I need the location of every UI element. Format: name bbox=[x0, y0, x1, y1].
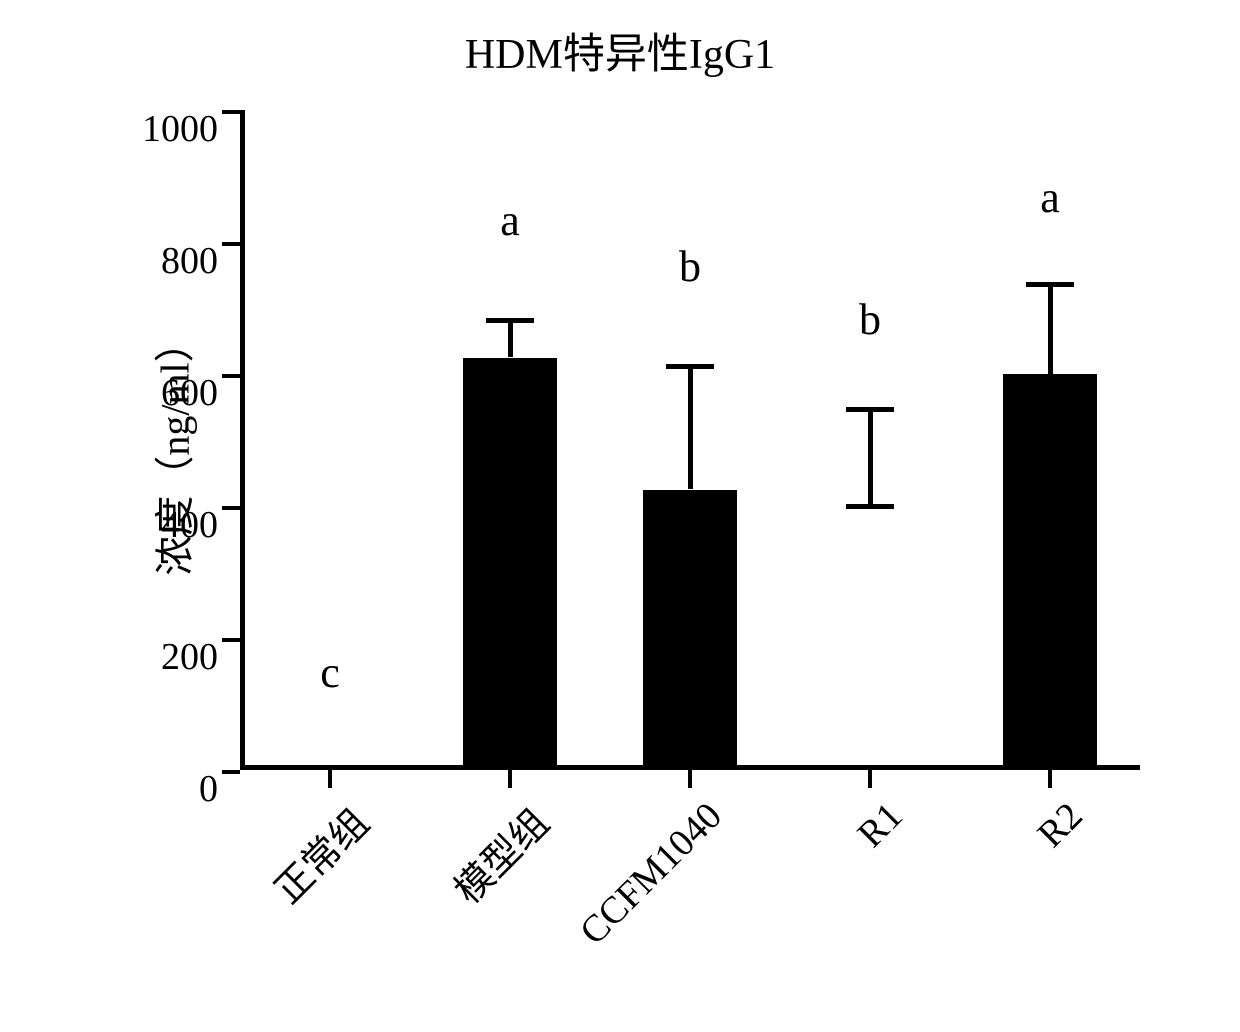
significance-letter: a bbox=[1040, 172, 1060, 223]
x-tick-label: R2 bbox=[1029, 794, 1091, 856]
x-tick-label: R1 bbox=[849, 794, 911, 856]
significance-letter: c bbox=[320, 647, 340, 698]
y-tick-mark bbox=[222, 638, 240, 642]
x-tick-mark bbox=[1048, 770, 1052, 788]
error-bar-cap bbox=[666, 364, 714, 369]
y-tick-label: 0 bbox=[199, 767, 218, 811]
y-tick-mark bbox=[222, 110, 240, 114]
error-bar-vertical bbox=[868, 407, 873, 509]
bar bbox=[283, 768, 377, 770]
x-tick-mark bbox=[508, 770, 512, 788]
error-bar-vertical bbox=[508, 318, 513, 358]
bar bbox=[643, 490, 737, 771]
x-tick-label: CCFM1040 bbox=[572, 794, 732, 954]
y-tick-label: 800 bbox=[161, 239, 218, 283]
y-axis-line bbox=[240, 110, 245, 770]
bar bbox=[1003, 374, 1097, 770]
x-tick-mark bbox=[868, 770, 872, 788]
chart-title: HDM特异性IgG1 bbox=[0, 20, 1240, 81]
bar bbox=[463, 358, 557, 771]
significance-letter: b bbox=[679, 241, 701, 292]
significance-letter: b bbox=[859, 294, 881, 345]
y-axis-label: 浓度（ng/ml） bbox=[143, 322, 201, 575]
y-tick-mark bbox=[222, 374, 240, 378]
error-bar-cap bbox=[846, 504, 894, 509]
x-tick-label: 模型组 bbox=[439, 794, 559, 914]
x-tick-label: 正常组 bbox=[259, 794, 379, 914]
error-bar-vertical bbox=[688, 364, 693, 489]
chart-container: HDM特异性IgG1 02004006008001000正常组c模型组aCCFM… bbox=[0, 0, 1240, 1032]
error-bar-vertical bbox=[1048, 282, 1053, 374]
x-tick-mark bbox=[328, 770, 332, 788]
y-tick-mark bbox=[222, 770, 240, 774]
y-tick-label: 1000 bbox=[142, 107, 218, 151]
error-bar-cap bbox=[846, 407, 894, 412]
plot-area: 02004006008001000正常组c模型组aCCFM1040bR1bR2a bbox=[240, 110, 1140, 770]
error-bar-cap bbox=[486, 318, 534, 323]
y-tick-mark bbox=[222, 242, 240, 246]
y-tick-label: 200 bbox=[161, 635, 218, 679]
error-bar-cap bbox=[1026, 282, 1074, 287]
x-tick-mark bbox=[688, 770, 692, 788]
significance-letter: a bbox=[500, 195, 520, 246]
y-tick-mark bbox=[222, 506, 240, 510]
